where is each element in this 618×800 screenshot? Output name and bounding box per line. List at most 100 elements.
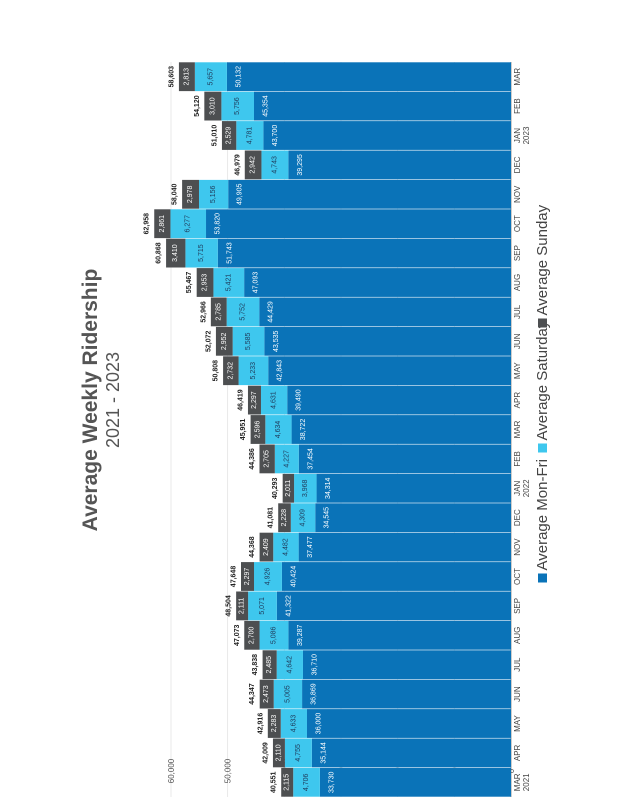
bar-segment [241,562,255,591]
data-label: 39,287 [297,624,304,646]
x-tick-label: DEC [513,509,522,526]
bar-segment [238,356,269,386]
bar-segment [288,150,511,180]
data-label: 2,732 [227,362,234,380]
x-tick-label-line: FEB [513,451,522,467]
bar-segment [223,356,239,386]
bar-segment [215,326,233,356]
bar-segment [281,562,511,591]
x-tick-label-line: NOV [513,185,522,203]
x-tick-label-line: SEP [513,598,522,614]
data-label: 4,755 [295,744,302,762]
data-label: 5,421 [225,274,232,292]
bar-segment [278,503,291,533]
x-tick-label-line: APR [513,744,522,761]
data-label: 37,454 [307,448,314,470]
total-label: 58,603 [168,66,175,88]
total-label: 62,958 [144,213,151,235]
x-tick-label: MAY [513,714,522,731]
bar-segment [298,532,511,562]
bar-segment [262,650,277,680]
data-label: 5,071 [259,597,266,615]
data-label: 2,813 [183,68,190,86]
data-label: 3,968 [302,479,309,497]
data-label: 2,861 [159,215,166,233]
bar-segment [294,473,317,503]
data-label: 4,227 [283,450,290,468]
bar-segment [288,620,511,650]
chart-subtitle: 2021 - 2023 [103,352,123,448]
bar-segment [170,209,207,239]
bar-segment [204,91,222,121]
bar-segment [221,91,254,121]
data-label: 44,429 [268,301,275,323]
total-label: 54,120 [194,95,201,117]
bar-segment [259,297,511,327]
bar-segment [260,385,288,415]
bar-segment [268,356,511,386]
data-label: 38,722 [300,419,307,441]
bar-segment [185,238,218,268]
bar-segment [316,473,511,503]
data-label: 50,132 [235,66,242,88]
bar-segment [178,62,195,92]
x-tick-label-line: JUL [513,304,522,319]
data-label: 36,710 [311,654,318,676]
bar-segment [265,415,292,444]
x-tick-label-line: JAN [513,481,522,496]
x-tick-label: JAN2022 [513,479,531,497]
total-label: 46,419 [237,389,244,411]
bar-segment [276,591,511,621]
total-label: 40,551 [271,771,278,793]
bar-segment [244,268,512,297]
legend-label: Average Mon-Fri [534,459,551,570]
legend-label: Average Saturday [534,320,551,440]
data-label: 2,110 [275,744,282,761]
data-label: 6,277 [185,215,192,233]
bar-segment [287,385,511,415]
x-tick-label: OCT [513,568,522,585]
x-tick-label: NOV [513,538,522,556]
bar-segment [226,297,260,327]
x-tick-label: SEP [513,245,522,261]
data-label: 5,657 [207,68,214,86]
data-label: 40,424 [290,566,297,588]
x-tick-label: MAR2021 [513,773,531,791]
data-label: 5,233 [250,362,257,380]
data-label: 4,642 [286,656,293,674]
bar-segment [254,562,282,591]
data-label: 5,005 [284,685,291,703]
x-tick-label: NOV [513,185,522,203]
bar-segment [284,738,312,768]
x-tick-label: JAN2023 [513,126,531,144]
bar-segment [307,709,511,738]
x-tick-label: JUN [513,686,522,702]
total-label: 51,010 [211,125,218,147]
total-label: 48,504 [226,595,233,617]
x-tick-label-line: AUG [513,627,522,644]
data-label: 5,756 [234,97,241,115]
data-label: 2,228 [281,509,288,527]
data-label: 2,952 [221,332,228,350]
total-label: 40,293 [272,477,279,499]
bar-segment [264,326,511,356]
bar-segment [217,238,511,268]
bar-segment [302,679,511,709]
data-label: 4,633 [290,715,297,733]
data-label: 39,295 [297,154,304,176]
bar-segment [221,121,237,150]
data-label: 34,314 [325,477,332,499]
data-label: 49,905 [237,183,244,205]
chart-title: Average Weekly Ridership [79,269,102,532]
x-tick-label: JUL [513,304,522,319]
data-label: 2,111 [239,598,246,615]
bar-segment [291,415,511,444]
x-tick-label-line: JUN [513,333,522,349]
bar-segment [280,709,307,738]
total-label: 47,648 [231,566,238,588]
x-tick-label-line: OCT [513,568,522,585]
data-label: 2,409 [263,538,270,556]
x-tick-label-line: NOV [513,538,522,556]
bar-segment [259,532,274,562]
legend-label: Average Sunday [534,204,551,315]
